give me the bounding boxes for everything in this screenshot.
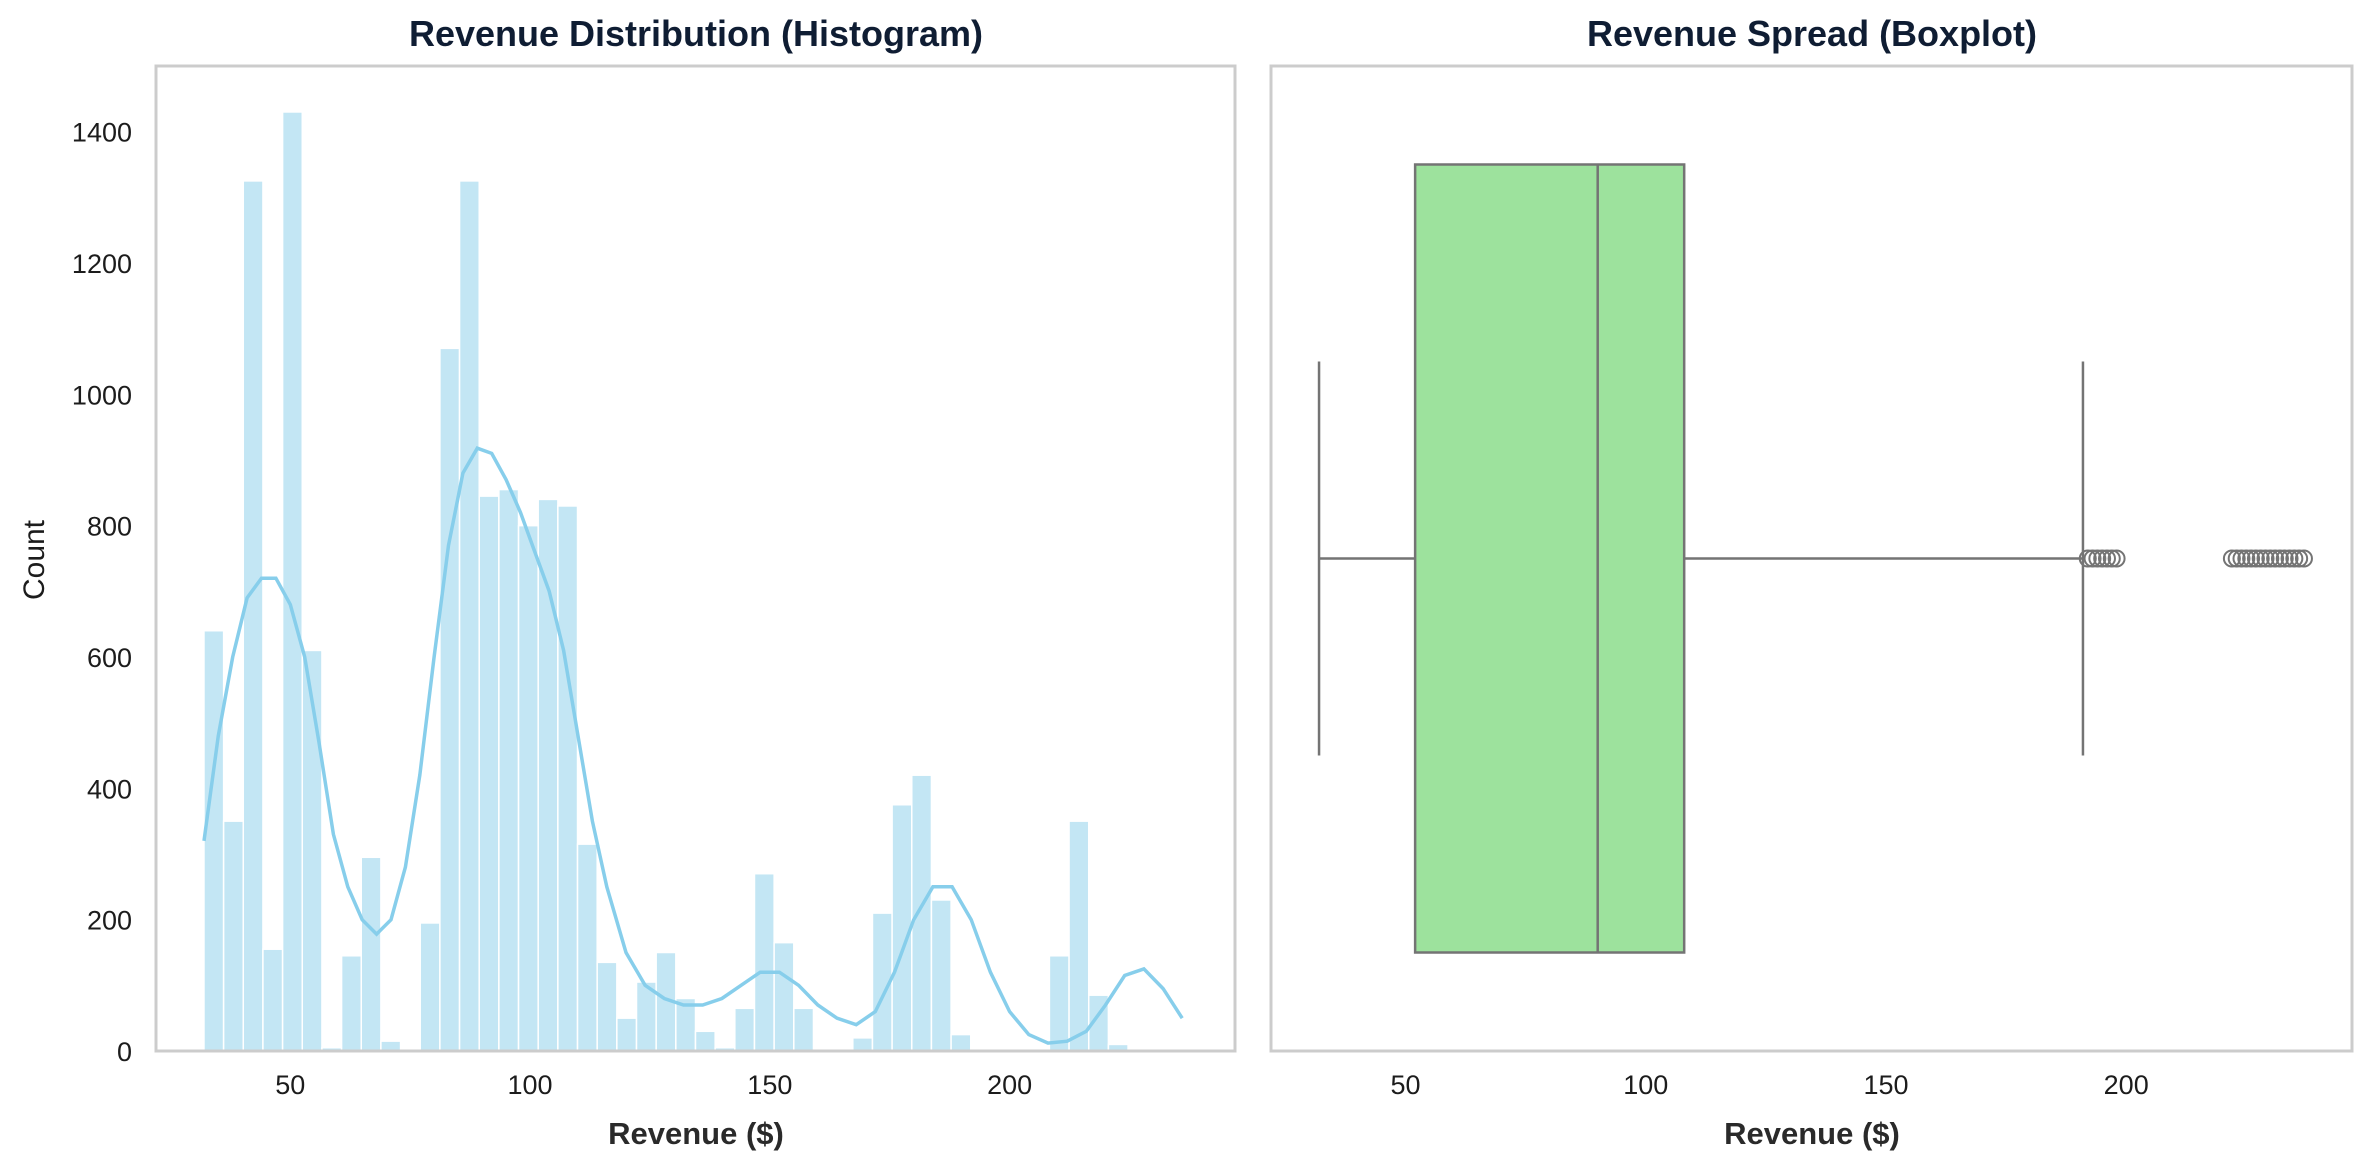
histogram-frame <box>154 64 1237 1053</box>
outlier-point <box>2294 549 2313 568</box>
kde-line <box>202 446 1184 1045</box>
histogram-bar <box>1068 820 1090 1052</box>
histogram-bar <box>478 495 500 1052</box>
boxplot-x-label: Revenue ($) <box>1724 1116 1900 1151</box>
histogram-bar <box>340 955 362 1052</box>
outlier-point <box>2266 549 2285 568</box>
outlier-point <box>2227 549 2246 568</box>
boxplot-title: Revenue Spread (Boxplot) <box>1587 13 2037 54</box>
histogram-bar <box>281 111 304 1052</box>
histogram-bar <box>576 843 598 1052</box>
histogram-bar <box>439 347 461 1052</box>
histogram-bar <box>950 1033 972 1052</box>
histogram-bar <box>616 1017 638 1052</box>
histogram-bar <box>930 899 952 1052</box>
x-tick-label: 50 <box>275 1070 305 1100</box>
outlier-point <box>2232 549 2251 568</box>
boxplot-shapes <box>1317 163 2313 954</box>
outlier-point <box>2280 549 2299 568</box>
boxplot-frame <box>1269 64 2354 1053</box>
y-tick-label: 800 <box>87 512 132 542</box>
x-tick-label: 200 <box>987 1070 1032 1100</box>
histogram-bar <box>517 524 539 1052</box>
outlier-point <box>2093 549 2112 568</box>
histogram-bars <box>203 111 1129 1052</box>
boxplot-x-ticks: 50 100 150 200 <box>1391 1070 2149 1100</box>
histogram-bar <box>852 1037 874 1052</box>
histogram-bar <box>222 820 245 1052</box>
x-tick-label: 150 <box>747 1070 792 1100</box>
histogram-bar <box>753 872 775 1052</box>
boxplot-panel: Revenue Spread (Boxplot) 50 100 150 200 Rev… <box>1269 13 2354 1151</box>
outlier-point <box>2246 549 2265 568</box>
outlier-point <box>2237 549 2256 568</box>
histogram-bar <box>694 1030 716 1052</box>
y-tick-label: 400 <box>87 774 132 804</box>
histogram-bar <box>537 498 559 1052</box>
outlier-point <box>2088 549 2107 568</box>
histogram-x-ticks: 50 100 150 200 <box>275 1070 1032 1100</box>
outlier-point <box>2290 549 2309 568</box>
histogram-bar <box>360 856 382 1052</box>
y-tick-label: 1000 <box>72 380 132 410</box>
histogram-bar <box>911 774 933 1052</box>
x-tick-label: 200 <box>2104 1070 2149 1100</box>
outlier-point <box>2275 549 2294 568</box>
outlier-point <box>2270 549 2289 568</box>
histogram-title: Revenue Distribution (Histogram) <box>409 13 983 54</box>
histogram-y-label: Count <box>18 519 51 600</box>
outlier-point <box>2242 549 2261 568</box>
histogram-bar <box>458 180 480 1052</box>
histogram-panel: Revenue Distribution (Histogram) 50 100 15… <box>18 13 1237 1151</box>
x-tick-label: 100 <box>508 1070 553 1100</box>
histogram-bar <box>557 505 579 1052</box>
x-tick-label: 50 <box>1391 1070 1421 1100</box>
histogram-bar <box>596 961 618 1052</box>
x-tick-label: 100 <box>1623 1070 1668 1100</box>
outlier-point <box>2256 549 2275 568</box>
y-tick-label: 600 <box>87 643 132 673</box>
outlier-point <box>2107 549 2126 568</box>
histogram-bar <box>734 1007 756 1052</box>
iqr-box <box>1413 163 1686 954</box>
histogram-x-label: Revenue ($) <box>608 1116 784 1151</box>
outlier-point <box>2222 549 2241 568</box>
y-tick-label: 0 <box>117 1037 132 1067</box>
histogram-bar <box>793 1007 815 1052</box>
outlier-point <box>2083 549 2102 568</box>
histogram-y-ticks: 0 200 400 600 800 1000 1200 1400 <box>72 118 132 1067</box>
outlier-point <box>2102 549 2121 568</box>
histogram-bar <box>891 804 913 1052</box>
histogram-bar <box>498 488 520 1052</box>
outlier-point <box>2097 549 2116 568</box>
y-tick-label: 1200 <box>72 249 132 279</box>
outlier-point <box>2078 549 2097 568</box>
outlier-point <box>2285 549 2304 568</box>
y-tick-label: 200 <box>87 906 132 936</box>
histogram-bar <box>203 629 225 1052</box>
histogram-bar <box>242 180 264 1052</box>
outlier-point <box>2261 549 2280 568</box>
histogram-bar <box>1048 955 1070 1052</box>
histogram-bar <box>773 941 795 1052</box>
x-tick-label: 150 <box>1863 1070 1908 1100</box>
y-tick-label: 1400 <box>72 118 132 148</box>
outlier-point <box>2251 549 2270 568</box>
histogram-bar <box>262 948 284 1052</box>
histogram-bar <box>419 922 441 1052</box>
